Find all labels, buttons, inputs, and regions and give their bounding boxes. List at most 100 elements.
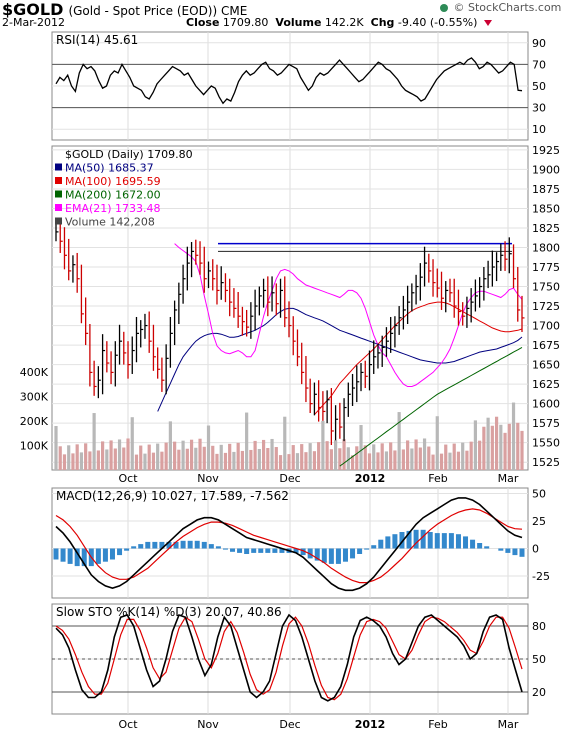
volume-bar (317, 442, 321, 470)
volume-bar (54, 426, 58, 470)
y-tick-label: 1925 (532, 144, 560, 157)
y-tick-label: 10 (532, 123, 546, 136)
macd-histogram-bar (215, 546, 221, 549)
macd-histogram-bar (342, 548, 348, 562)
volume-bar (261, 439, 266, 470)
chg-label: Chg (370, 16, 395, 29)
volume-bar (418, 447, 422, 470)
volume-bar (295, 453, 300, 470)
volume-bar (486, 417, 490, 470)
x-tick-label: 2012 (355, 472, 386, 485)
macd-histogram-bar (81, 548, 87, 567)
y-tick-label: 30 (532, 102, 546, 115)
macd-histogram-bar (180, 540, 186, 549)
macd-histogram-bar (265, 548, 271, 553)
macd-histogram-bar (406, 530, 412, 549)
volume-bar (452, 443, 456, 470)
volume-bar (482, 426, 486, 470)
volume-bar (376, 452, 380, 470)
volume-bar (185, 448, 189, 470)
volume-bar (164, 442, 168, 470)
volume-bar (397, 412, 401, 470)
macd-histogram-bar (477, 543, 483, 549)
volume-bar (181, 440, 185, 470)
volume-bar (156, 443, 160, 470)
y-tick-label: 1800 (532, 241, 560, 254)
macd-histogram-bar (251, 548, 257, 553)
macd-histogram-bar (159, 541, 165, 549)
y-tick-label: 1825 (532, 222, 560, 235)
volume-bar (202, 446, 206, 470)
x-tick-label: Oct (118, 472, 138, 485)
volume-bar (236, 442, 240, 470)
volume-bar (215, 453, 219, 470)
chg-value: -9.40 (-0.55%) (397, 16, 478, 29)
macd-histogram-bar (427, 532, 433, 549)
macd-histogram-bar (53, 548, 59, 560)
y-tick-label: 1875 (532, 183, 560, 196)
volume-bar (96, 450, 100, 470)
macd-histogram-bar (328, 548, 334, 564)
sto-title: Slow STO %K(14) %D(3) 20.07, 40.86 (56, 605, 282, 619)
x-tick-label: Mar (498, 718, 519, 731)
x-tick-label: Dec (279, 718, 300, 731)
y-tick-label: 1775 (532, 261, 560, 274)
legend-swatch (55, 190, 62, 198)
y-tick-label: 50 (532, 653, 546, 666)
volume-bar (334, 440, 338, 470)
macd-histogram-bar (392, 534, 398, 549)
y-tick-label: 1900 (532, 163, 560, 176)
y-tick-label: 25 (532, 515, 546, 528)
volume-bar (283, 416, 287, 470)
volume-bar (499, 424, 503, 470)
y-tick-label: 20 (532, 686, 546, 699)
legend-entry: MA(200) 1672.00 (65, 189, 161, 202)
down-arrow-icon (483, 20, 492, 26)
volume-bar (278, 455, 283, 470)
macd-histogram-bar (131, 546, 137, 549)
volume-bar (363, 445, 367, 470)
brand-watermark: © StockCharts.com (440, 1, 561, 14)
y-tick-label: 1675 (532, 339, 560, 352)
macd-histogram-bar (519, 548, 525, 557)
macd-histogram-bar (455, 534, 461, 549)
macd-histogram-bar (237, 548, 243, 553)
volume-bar (346, 447, 350, 470)
volume-bar (147, 444, 151, 470)
volume-tick-label: 400K (20, 366, 49, 379)
macd-histogram-bar (350, 548, 356, 559)
volume-bar (173, 441, 177, 470)
volume-bar (249, 449, 253, 470)
volume-bar (338, 448, 342, 470)
x-tick-label: Mar (498, 472, 519, 485)
volume-bar (401, 449, 405, 470)
macd-histogram-bar (441, 533, 447, 549)
y-tick-label: 70 (532, 58, 546, 71)
chart-header-title: $GOLD (Gold - Spot Price (EOD)) CME (2, 0, 247, 19)
macd-histogram-bar (272, 548, 278, 553)
macd-title: MACD(12,26,9) 10.027, 17.589, -7.562 (56, 489, 289, 503)
volume-bar (494, 416, 499, 470)
macd-histogram-bar (470, 539, 476, 549)
volume-bar (126, 438, 130, 470)
macd-histogram-bar (222, 548, 228, 550)
volume-bar (122, 447, 126, 470)
volume-bar (134, 454, 139, 470)
volume-tick-label: 100K (20, 440, 49, 453)
volume-bar (71, 453, 75, 470)
volume-bar (101, 441, 105, 470)
volume-bar (177, 449, 181, 470)
volume-bar (367, 453, 372, 470)
x-tick-label: Nov (197, 472, 219, 485)
volume-bar (143, 453, 147, 470)
volume-bar (456, 451, 461, 470)
volume-bar (198, 438, 202, 470)
volume-bar (448, 452, 452, 470)
y-tick-label: 1625 (532, 378, 560, 391)
volume-bar (211, 445, 215, 470)
macd-histogram-bar (102, 548, 108, 562)
macd-histogram-bar (505, 548, 511, 553)
macd-histogram-bar (314, 548, 320, 561)
macd-histogram-bar (145, 541, 151, 549)
volume-bar (109, 440, 113, 470)
